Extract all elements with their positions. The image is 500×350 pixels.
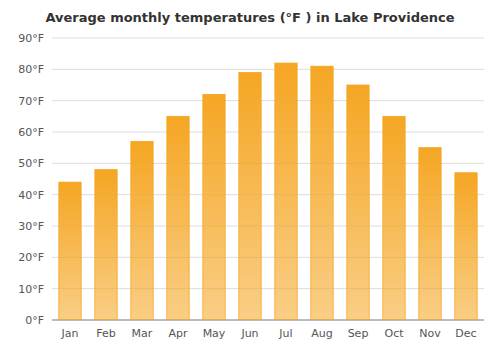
- bar: [347, 85, 369, 320]
- bar: [455, 173, 477, 320]
- bars: [59, 63, 477, 320]
- x-tick-label: May: [203, 327, 226, 340]
- x-tick-label: Jan: [61, 327, 79, 340]
- chart-container: Average monthly temperatures (°F ) in La…: [0, 0, 500, 350]
- x-tick-label: Feb: [96, 327, 115, 340]
- y-tick-label: 50°F: [18, 157, 44, 170]
- x-tick-label: Aug: [311, 327, 332, 340]
- grid-line: [52, 69, 484, 70]
- x-tick-label: Nov: [419, 327, 441, 340]
- chart-svg: Average monthly temperatures (°F ) in La…: [0, 0, 500, 350]
- bar: [275, 63, 297, 320]
- y-axis: 0°F 10°F 20°F 30°F 40°F 50°F 60°F 70°F 80°F 90°F: [18, 32, 44, 327]
- chart-title: Average monthly temperatures (°F ) in La…: [45, 10, 454, 25]
- grid: [52, 38, 484, 320]
- bar: [95, 170, 117, 320]
- grid-line: [52, 100, 484, 101]
- x-tick-label: Sep: [348, 327, 369, 340]
- y-tick-label: 80°F: [18, 63, 44, 76]
- y-tick-label: 10°F: [18, 283, 44, 296]
- y-tick-label: 40°F: [18, 189, 44, 202]
- y-tick-label: 0°F: [25, 314, 44, 327]
- bar: [419, 148, 441, 320]
- bar: [59, 182, 81, 320]
- bar: [131, 141, 153, 320]
- x-tick-label: Jun: [240, 327, 258, 340]
- x-tick-label: Jul: [278, 327, 292, 340]
- x-tick-label: Dec: [455, 327, 476, 340]
- bar: [311, 66, 333, 320]
- x-tick-label: Oct: [384, 327, 404, 340]
- bar: [239, 72, 261, 320]
- x-tick-label: Mar: [132, 327, 153, 340]
- x-tick-label: Apr: [168, 327, 188, 340]
- y-tick-label: 20°F: [18, 251, 44, 264]
- bar: [383, 116, 405, 320]
- y-tick-label: 70°F: [18, 95, 44, 108]
- y-tick-label: 60°F: [18, 126, 44, 139]
- grid-line: [52, 132, 484, 133]
- bar: [167, 116, 189, 320]
- y-tick-label: 90°F: [18, 32, 44, 45]
- grid-line: [52, 38, 484, 39]
- x-axis: Jan Feb Mar Apr May Jun Jul Aug Sep Oct Nov Dec: [61, 327, 477, 340]
- y-tick-label: 30°F: [18, 220, 44, 233]
- bar: [203, 94, 225, 320]
